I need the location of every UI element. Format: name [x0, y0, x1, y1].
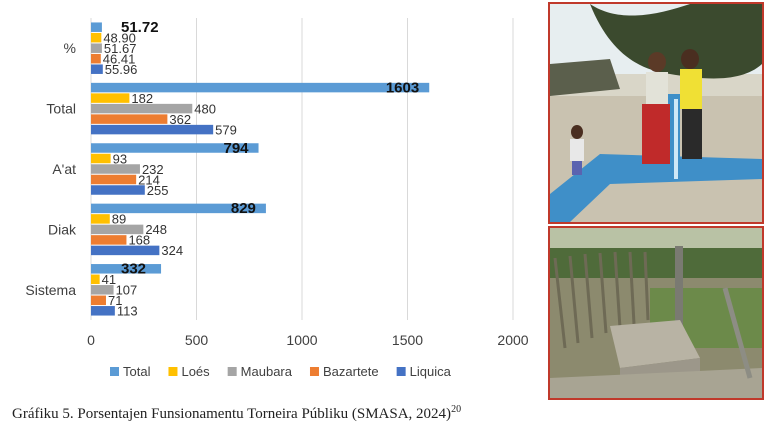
category-label: Total [46, 101, 76, 117]
data-label: 579 [215, 122, 237, 137]
caption-footnote: 20 [451, 404, 462, 415]
data-label: 182 [131, 91, 153, 106]
category-label: A'at [52, 161, 76, 177]
chart-svg: 0 500 1000 1500 2000% 51.7248.9051.6746.4155.… [25, 18, 529, 379]
bar-total [91, 264, 162, 274]
bar-liquica [91, 124, 214, 135]
bar-bazartete [91, 114, 168, 124]
data-label: 362 [169, 112, 191, 127]
photo-tap-stand [548, 226, 764, 400]
data-label: 248 [145, 222, 167, 237]
data-label: 1603 [386, 79, 419, 96]
legend-label: Loés [181, 364, 210, 379]
x-tick-label: 0 [87, 332, 95, 348]
caption-text: Gráfiku 5. Porsentajen Funsionamentu Tor… [12, 406, 452, 422]
data-label: 232 [142, 162, 164, 177]
data-label: 829 [231, 200, 256, 217]
bar-chart: 0 500 1000 1500 2000% 51.72 48.90 51.67 46.41 55.… [25, 18, 529, 379]
photo-water-tap [548, 2, 764, 224]
figure-caption: Gráfiku 5. Porsentajen Funsionamentu Tor… [12, 404, 461, 423]
bar-los [91, 153, 111, 164]
data-label: 55.96 [105, 62, 138, 77]
data-label: 51.72 [121, 19, 159, 36]
bar-total [91, 82, 430, 93]
bar-maubara [91, 164, 140, 174]
data-label: 51.67 [104, 41, 137, 56]
legend-swatch [309, 367, 319, 376]
data-label: 71 [108, 293, 122, 308]
bar-bazartete [91, 53, 101, 64]
data-label: 332 [121, 261, 146, 278]
legend-swatch [227, 367, 237, 376]
data-label: 255 [147, 183, 169, 198]
bar-bazartete [91, 235, 127, 245]
category-label: Diak [48, 221, 77, 237]
data-label: 214 [138, 172, 160, 187]
bar-liquica [91, 185, 145, 195]
legend-label: Liquica [410, 364, 452, 379]
data-label: 89 [112, 212, 126, 227]
bar-los [91, 93, 130, 103]
bar-liquica [91, 64, 103, 74]
bar-maubara [91, 103, 193, 114]
legend-label: Total [123, 364, 151, 379]
legend-label: Bazartete [323, 364, 379, 379]
bar-los [91, 214, 110, 224]
tap-stand-photo-image [550, 228, 762, 398]
legend-swatch [168, 367, 178, 376]
category-label: % [64, 40, 76, 56]
category-label: Sistema [25, 282, 76, 298]
bar-liquica [91, 245, 160, 256]
bar-total [91, 143, 259, 153]
data-label: 107 [116, 283, 138, 298]
legend-label: Maubara [241, 364, 293, 379]
data-label: 41 [102, 272, 116, 287]
bar-bazartete [91, 174, 137, 185]
data-label: 93 [113, 151, 127, 166]
x-tick-label: 1500 [392, 332, 423, 348]
bar-total [91, 22, 102, 32]
bar-bazartete [91, 295, 106, 306]
water-tap-photo-image [550, 4, 762, 222]
x-tick-label: 1000 [286, 332, 317, 348]
data-label: 324 [161, 243, 183, 258]
bar-total [91, 203, 266, 214]
data-label: 113 [117, 304, 138, 319]
x-tick-label: 2000 [497, 332, 528, 348]
bar-maubara [91, 43, 102, 53]
data-label: 794 [224, 140, 250, 157]
bar-los [91, 32, 102, 43]
data-label: 48.90 [103, 30, 136, 45]
bar-liquica [91, 306, 115, 316]
bar-maubara [91, 224, 144, 235]
x-tick-label: 500 [185, 332, 209, 348]
legend-swatch [110, 367, 119, 376]
legend-swatch [396, 367, 406, 376]
data-label: 46.41 [103, 51, 136, 66]
bar-los [91, 274, 100, 285]
data-label: 480 [194, 101, 216, 116]
data-label: 168 [128, 233, 150, 248]
bar-maubara [91, 285, 114, 295]
